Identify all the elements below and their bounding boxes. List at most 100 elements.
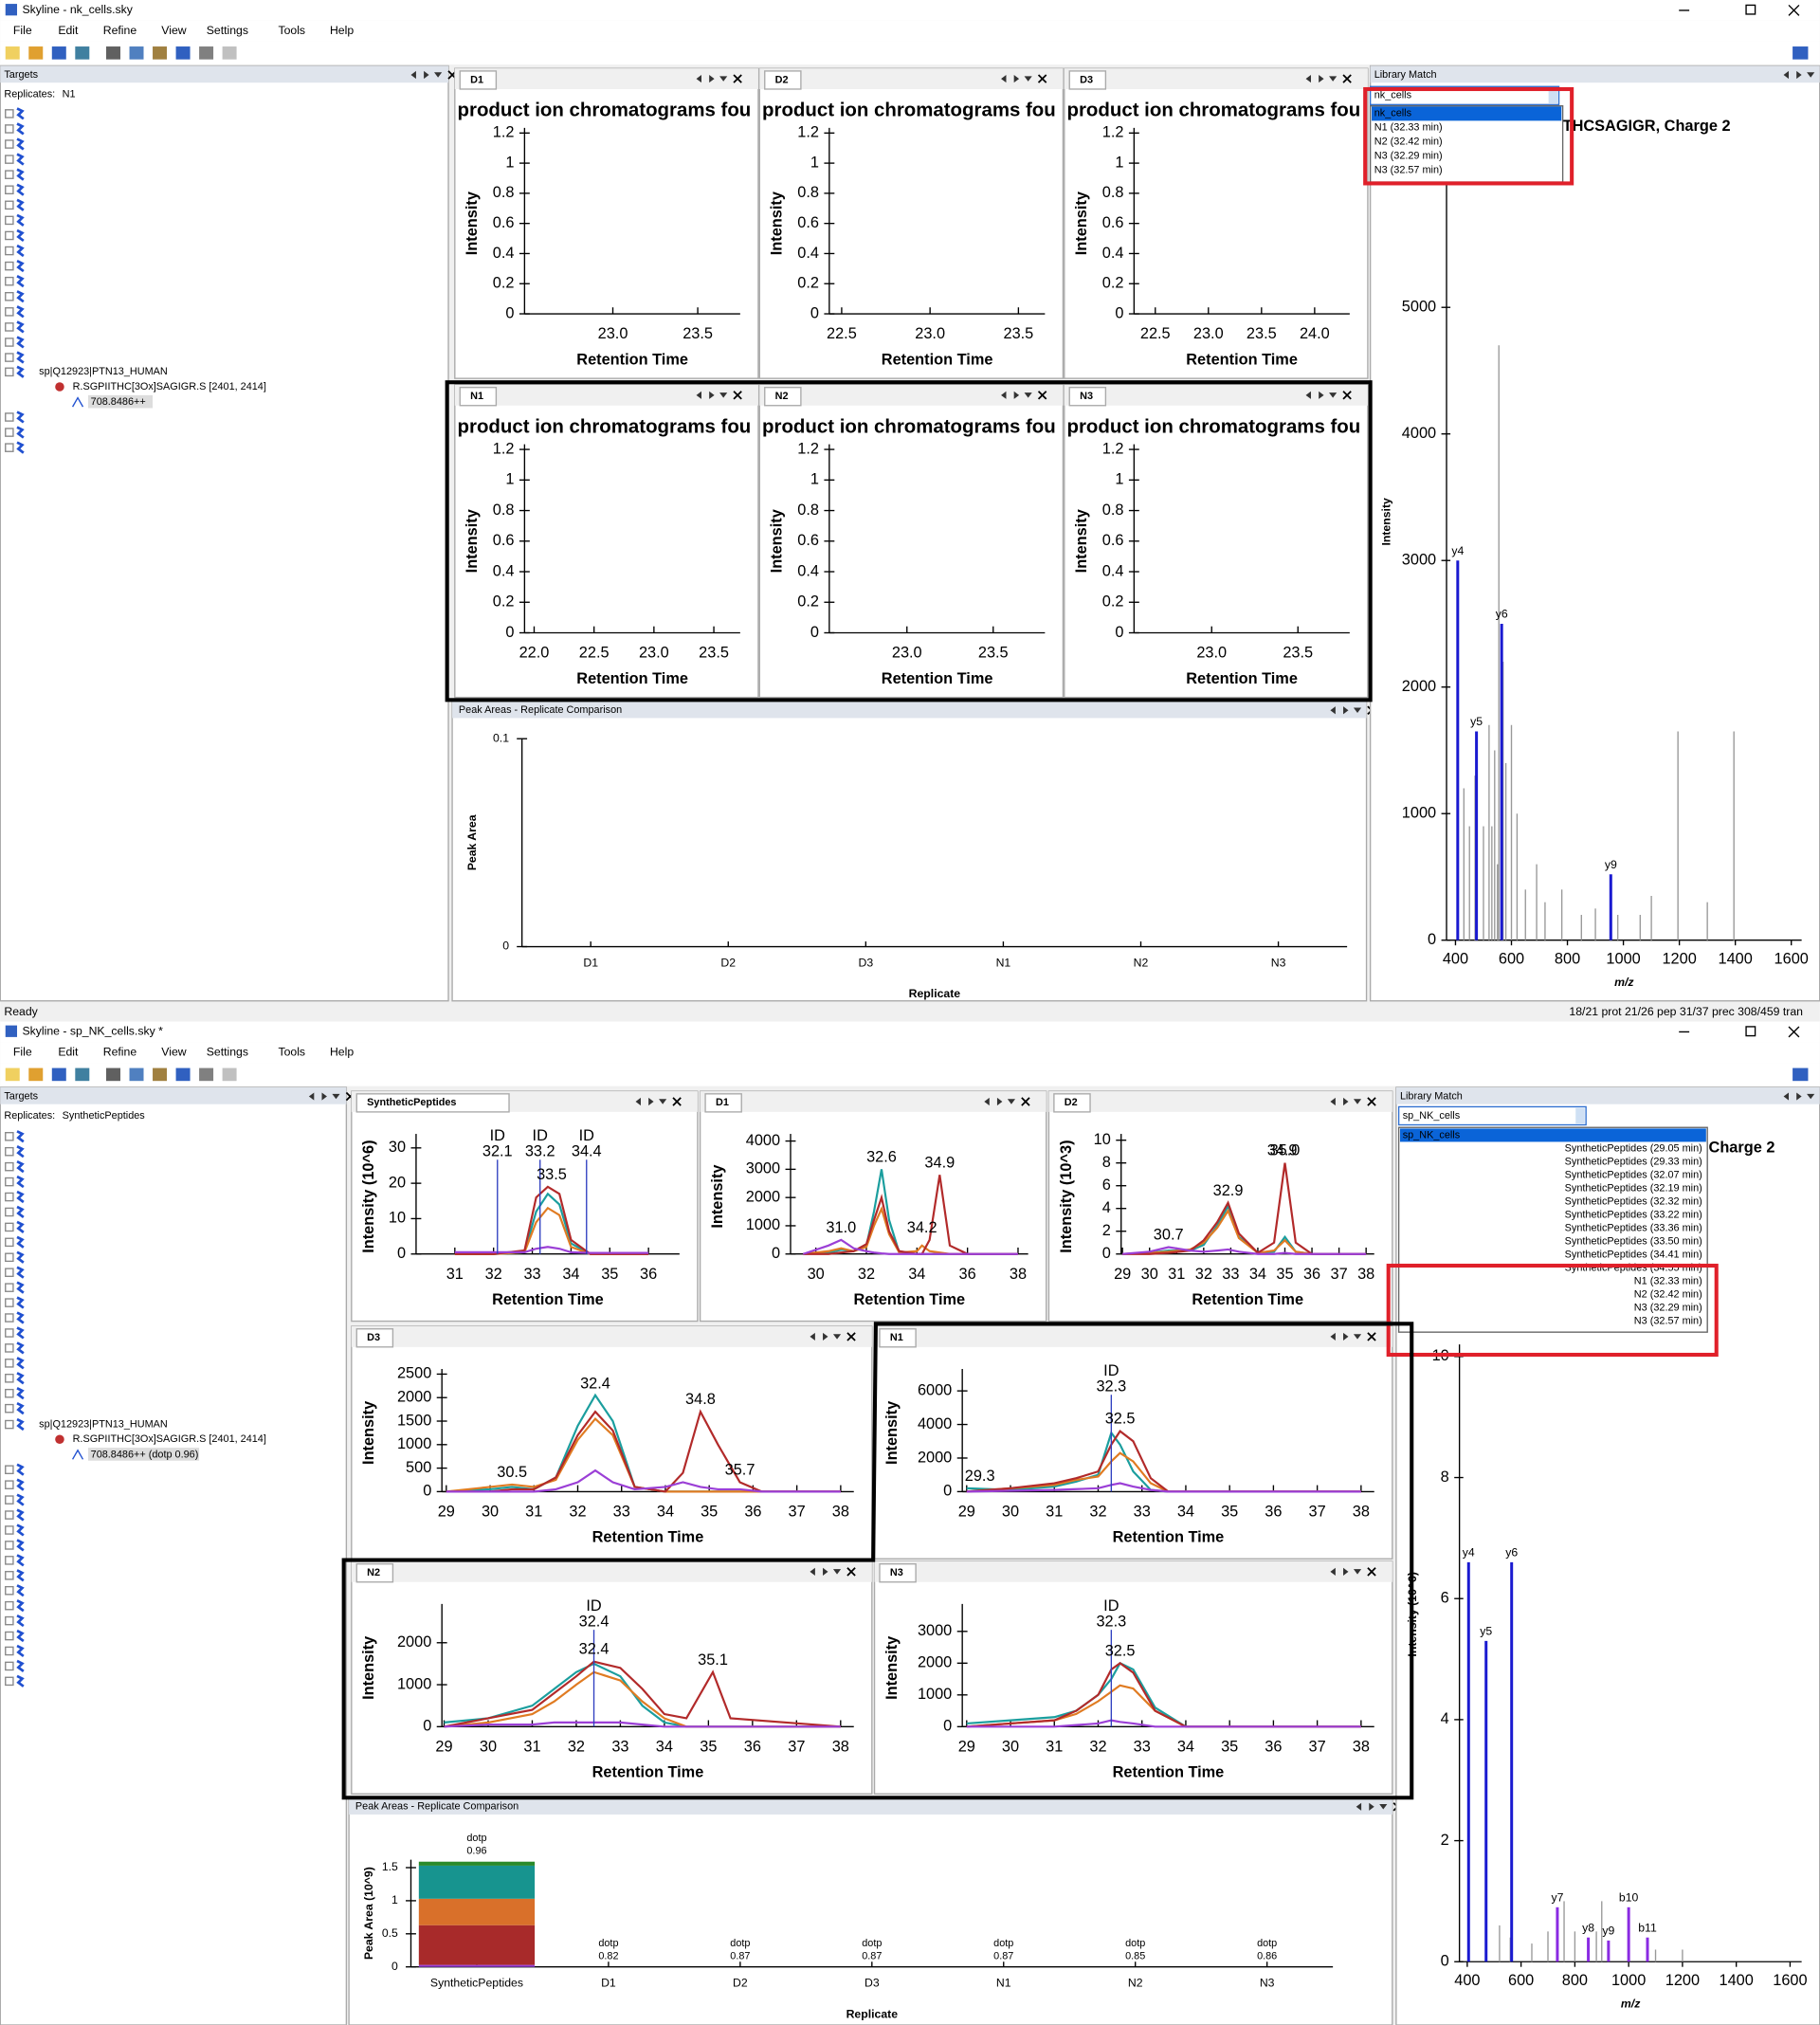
tab-label[interactable]: D3 [1080,74,1093,85]
dropdown-option[interactable]: SyntheticPeptides (33.50 min) [1565,1236,1702,1248]
menu-item[interactable]: Tools [278,24,305,37]
menu-item[interactable]: Refine [103,24,137,37]
expand-box[interactable] [5,1480,14,1489]
expand-box[interactable] [5,1359,14,1368]
expand-box[interactable] [5,1374,14,1383]
expand-box[interactable] [5,1571,14,1580]
toolbar-button[interactable] [129,1067,144,1082]
expand-box[interactable] [5,1631,14,1641]
expand-box[interactable] [5,1207,14,1217]
dropdown-option[interactable]: sp_NK_cells [1403,1129,1461,1140]
menu-item[interactable]: Tools [278,1045,305,1058]
toolbar-button[interactable] [1793,46,1809,60]
toolbar-button[interactable] [175,1067,191,1082]
expand-box[interactable] [5,1600,14,1611]
dropdown-option[interactable]: SyntheticPeptides (32.07 min) [1565,1169,1702,1180]
toolbar-button[interactable] [222,1067,237,1082]
tab-label[interactable]: N3 [890,1567,903,1578]
toolbar-button[interactable] [28,46,44,60]
expand-box[interactable] [5,1403,14,1414]
menu-item[interactable]: Help [330,24,354,37]
expand-box[interactable] [5,1132,14,1141]
menu-item[interactable]: View [161,24,186,37]
expand-box[interactable] [5,185,14,195]
menu-item[interactable]: Refine [103,1045,137,1058]
toolbar-button[interactable] [106,46,120,60]
expand-box[interactable] [5,261,14,271]
toolbar-button[interactable] [5,46,20,60]
expand-box[interactable] [5,1585,14,1596]
menu-item[interactable]: Edit [58,24,79,37]
toolbar-button[interactable] [75,46,90,60]
dropdown-option[interactable]: SyntheticPeptides (34.41 min) [1565,1250,1702,1261]
expand-box[interactable] [5,1343,14,1353]
menu-item[interactable]: File [13,1045,32,1058]
toolbar-button[interactable] [199,1067,214,1082]
expand-box[interactable] [5,353,14,362]
dropdown-button[interactable] [1548,87,1558,103]
tab-label[interactable]: N1 [890,1332,903,1343]
tab-label[interactable]: N3 [1080,391,1093,402]
dropdown-option[interactable]: N3 (32.57 min) [1374,165,1443,176]
expand-box[interactable] [5,246,14,256]
expand-box[interactable] [5,412,14,422]
tab-label[interactable]: SyntheticPeptides [367,1097,456,1108]
expand-box[interactable] [5,1237,14,1248]
dropdown-button[interactable] [1575,1107,1585,1124]
expand-box[interactable] [5,1465,14,1475]
expand-box[interactable] [5,109,14,119]
expand-box[interactable] [5,1676,14,1687]
dropdown-option[interactable]: SyntheticPeptides (29.33 min) [1565,1156,1702,1167]
expand-box[interactable] [5,1298,14,1307]
dropdown-option[interactable]: N3 (32.29 min) [1374,151,1443,162]
toolbar-button[interactable] [175,46,191,60]
expand-box[interactable] [5,1556,14,1565]
toolbar-button[interactable] [153,46,168,60]
expand-box[interactable] [5,200,14,210]
tab[interactable] [1053,1093,1091,1113]
expand-box[interactable] [5,1510,14,1520]
expand-box[interactable] [5,139,14,149]
menu-item[interactable]: Help [330,1045,354,1058]
tab-label[interactable]: D1 [470,74,483,85]
toolbar-button[interactable] [1793,1067,1809,1082]
expand-box[interactable] [5,1328,14,1338]
expand-box[interactable] [5,1313,14,1323]
expand-box[interactable] [5,1222,14,1232]
expand-box[interactable] [5,230,14,241]
expand-box[interactable] [5,215,14,226]
dropdown-option[interactable]: N1 (32.33 min) [1634,1276,1702,1287]
menu-item[interactable]: Edit [58,1045,79,1058]
tab[interactable] [764,386,802,407]
tab[interactable] [355,1093,510,1113]
toolbar-button[interactable] [222,46,237,60]
dropdown-option[interactable]: N2 (32.42 min) [1634,1289,1702,1301]
tab[interactable] [355,1562,394,1583]
dropdown-option[interactable]: N2 (32.42 min) [1374,137,1443,148]
dropdown-option[interactable]: SyntheticPeptides (32.32 min) [1565,1195,1702,1207]
tab[interactable] [1068,386,1107,407]
menu-item[interactable]: File [13,24,32,37]
dropdown-option[interactable]: SyntheticPeptides (34.55 min) [1565,1263,1702,1274]
library-dropdown[interactable] [1397,1105,1587,1126]
expand-box[interactable] [5,428,14,437]
menu-item[interactable]: View [161,1045,186,1058]
toolbar-button[interactable] [75,1067,90,1082]
tab[interactable] [764,70,802,90]
toolbar-button[interactable] [5,1067,20,1082]
dropdown-option[interactable]: SyntheticPeptides (33.36 min) [1565,1223,1702,1234]
expand-box[interactable] [5,1161,14,1172]
expand-box[interactable] [5,1252,14,1263]
expand-box[interactable] [5,292,14,301]
toolbar-button[interactable] [129,46,144,60]
tab[interactable] [355,1328,394,1348]
menu-item[interactable]: Settings [207,24,248,37]
dropdown-option[interactable]: nk_cells [1374,108,1412,119]
expand-box[interactable] [5,322,14,332]
tab[interactable] [1068,70,1107,90]
dropdown-option[interactable]: N1 (32.33 min) [1374,122,1443,134]
expand-box[interactable] [5,1192,14,1202]
dropdown-value[interactable]: sp_NK_cells [1403,1110,1461,1122]
expand-box[interactable] [5,1661,14,1671]
expand-box[interactable] [5,338,14,347]
